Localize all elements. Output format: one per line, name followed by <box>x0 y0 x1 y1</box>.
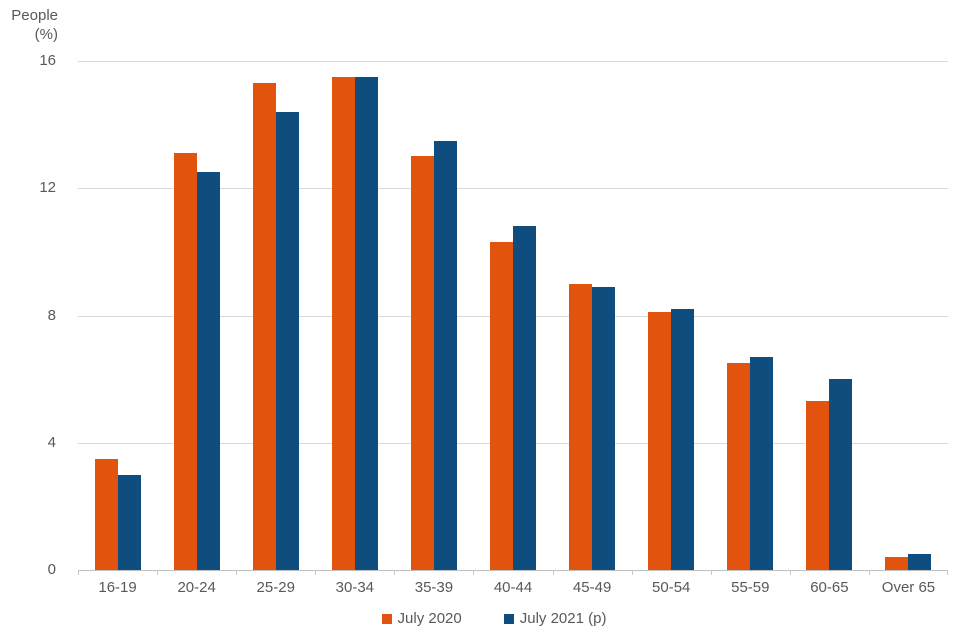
gridline-16 <box>78 61 948 62</box>
bar-july-2020-35-39 <box>410 156 434 570</box>
bar-july-2021-p-35-39 <box>433 140 457 570</box>
x-axis-tick <box>631 570 633 575</box>
x-axis-tick <box>710 570 712 575</box>
x-tick-label-40-44: 40-44 <box>493 579 533 596</box>
plot-area: 16-19 20-24 25-29 30-34 35-39 40-44 45-49 50-54… <box>78 61 948 596</box>
bar-july-2020-over-65 <box>885 557 909 570</box>
bar-group-50-54: 50-54 <box>632 61 711 596</box>
x-tick-label-16-19: 16-19 <box>98 579 137 596</box>
bar-group-over-65: Over 65 <box>869 61 948 596</box>
x-axis-tick <box>789 570 791 575</box>
bar-july-2020-25-29 <box>252 83 276 570</box>
legend-label-july-2021: July 2021 (p) <box>519 610 607 627</box>
bar-july-2020-45-49 <box>569 283 593 570</box>
x-tick-label-45-49: 45-49 <box>572 579 612 596</box>
bar-july-2020-55-59 <box>727 363 751 570</box>
legend-label-july-2020: July 2020 <box>397 610 462 627</box>
y-tick-label-4: 4 <box>47 433 56 451</box>
y-tick-label-0: 0 <box>47 561 56 579</box>
x-tick-label-55-59: 55-59 <box>731 579 770 596</box>
bar-group-40-44: 40-44 <box>473 61 552 596</box>
bar-group-35-39: 35-39 <box>394 61 473 596</box>
bar-group-60-65: 60-65 <box>790 61 869 596</box>
bar-july-2021-p-20-24 <box>196 172 220 570</box>
x-tick-label-50-54: 50-54 <box>652 579 691 596</box>
x-tick-label-60-65: 60-65 <box>810 579 849 596</box>
bar-group-45-49: 45-49 <box>553 61 632 596</box>
bar-july-2020-30-34 <box>331 76 355 570</box>
bar-july-2021-p-50-54 <box>671 309 695 570</box>
y-tick-label-16: 16 <box>39 52 56 70</box>
bar-group-16-19: 16-19 <box>78 61 157 596</box>
bar-group-30-34: 30-34 <box>315 61 394 596</box>
x-axis-tick <box>236 570 238 575</box>
gridline-12 <box>78 188 948 190</box>
legend-item-july-2021: July 2021 (p) <box>503 610 607 627</box>
y-axis-title: People (%) <box>11 7 58 43</box>
legend: July 2020 July 2021 (p) <box>28 610 960 627</box>
x-axis-tick <box>394 570 396 575</box>
bar-july-2020-50-54 <box>648 312 672 570</box>
bar-group-25-29: 25-29 <box>236 61 315 596</box>
x-tick-label-over-65: Over 65 <box>881 579 936 596</box>
bar-july-2021-p-16-19 <box>117 474 141 570</box>
y-axis-tick-labels: 16 12 8 4 0 <box>0 52 58 578</box>
bar-july-2021-p-30-34 <box>354 76 378 570</box>
bar-july-2020-16-19 <box>94 458 118 570</box>
x-axis-tick <box>473 570 475 575</box>
bar-july-2020-40-44 <box>490 242 514 570</box>
x-axis-tick <box>868 570 870 575</box>
bar-july-2021-p-55-59 <box>750 356 774 570</box>
x-axis-tick <box>78 570 79 575</box>
x-axis-tick <box>947 570 948 575</box>
x-axis-line <box>78 570 948 571</box>
bar-july-2021-p-25-29 <box>275 111 299 570</box>
bars-container: 16-19 20-24 25-29 30-34 35-39 40-44 45-49 50-54… <box>78 61 948 596</box>
x-tick-label-25-29: 25-29 <box>256 579 295 596</box>
bar-july-2021-p-60-65 <box>829 379 853 570</box>
y-tick-label-12: 12 <box>39 179 56 197</box>
bar-july-2020-60-65 <box>806 401 830 570</box>
x-tick-label-30-34: 30-34 <box>335 579 375 596</box>
legend-item-july-2020: July 2020 <box>381 610 462 627</box>
x-axis-tick <box>315 570 317 575</box>
bar-july-2021-p-45-49 <box>592 286 616 570</box>
x-tick-label-35-39: 35-39 <box>414 579 454 596</box>
bar-july-2021-p-40-44 <box>513 226 537 570</box>
bar-july-2020-20-24 <box>173 153 197 570</box>
bar-july-2021-p-over-65 <box>908 554 932 570</box>
bar-group-55-59: 55-59 <box>711 61 790 596</box>
y-tick-label-8: 8 <box>47 306 56 324</box>
x-axis-tick <box>552 570 554 575</box>
legend-swatch-july-2021 <box>503 613 514 624</box>
legend-swatch-july-2020 <box>381 613 392 624</box>
x-axis-tick <box>157 570 159 575</box>
x-tick-label-20-24: 20-24 <box>177 579 216 596</box>
bar-group-20-24: 20-24 <box>157 61 236 596</box>
